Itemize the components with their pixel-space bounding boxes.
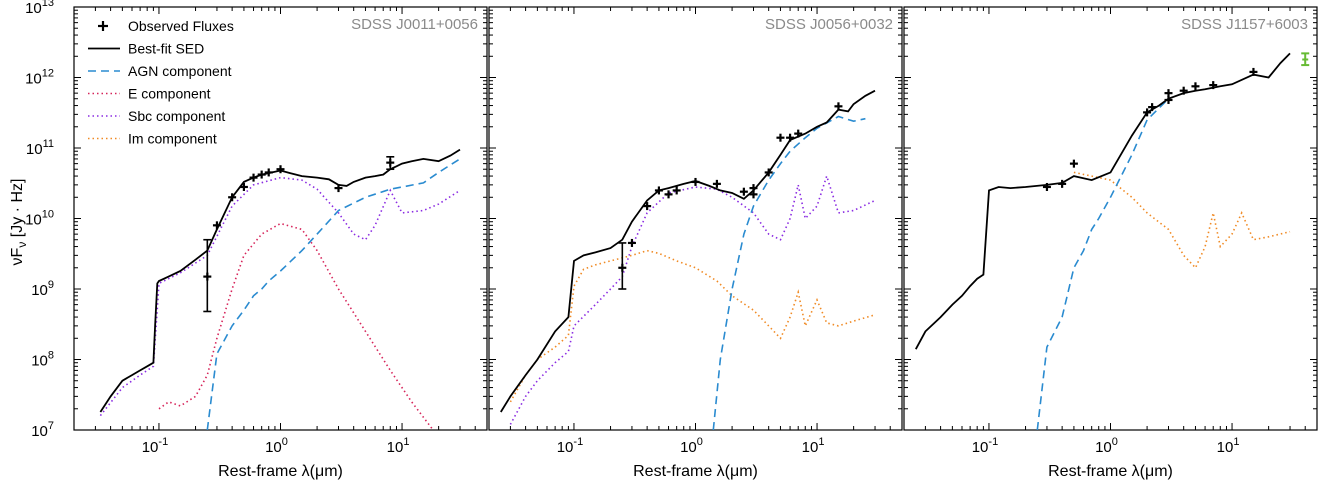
panel-2: 10-1 100 101 Rest-frame λ(μm) SDSS J0056+003… (488, 6, 903, 480)
x-tick-label: 10-1 (142, 436, 168, 456)
series-agn-component (712, 115, 866, 430)
panel-title: SDSS J0056+0032 (765, 16, 893, 33)
legend-entry: Sbc component (88, 108, 225, 124)
y-tick-label: 1011 (26, 138, 54, 158)
panels-layer: 10-1 100 101 107 108 109 1010 1011 1012 1013 Rest-… (25, 0, 1318, 480)
y-tick-label: 1012 (25, 68, 54, 88)
y-tick-label: 108 (31, 350, 54, 370)
series-e-component (158, 222, 434, 430)
x-axis-title: Rest-frame λ(μm) (1048, 463, 1173, 480)
legend-label: AGN component (128, 63, 232, 79)
legend-entry: Observed Fluxes (98, 18, 234, 34)
panel-frame (903, 6, 1318, 431)
y-tick-label: 107 (31, 420, 54, 440)
series-agn-component (206, 158, 461, 430)
x-tick-label: 100 (265, 436, 288, 456)
y-tick-label: 109 (31, 279, 54, 299)
series-im-component (509, 249, 876, 403)
y-tick-label: 1013 (25, 0, 54, 17)
series-best-fit-sed (915, 52, 1291, 350)
panel-title: SDSS J1157+6003 (1181, 16, 1308, 33)
panel-1: 10-1 100 101 107 108 109 1010 1011 1012 1013 Rest-… (25, 0, 488, 480)
series-agn-component (1036, 98, 1170, 430)
x-tick-label: 10-1 (972, 436, 998, 456)
x-tick-label: 10-1 (557, 436, 583, 456)
legend-label: Best-fit SED (128, 41, 204, 57)
legend-entry: Best-fit SED (88, 41, 204, 57)
series-sbc-component (509, 173, 876, 425)
legend-label: Sbc component (128, 108, 225, 124)
legend-entry: E component (88, 86, 211, 102)
legend-label: Im component (128, 131, 217, 147)
x-tick-label: 101 (1217, 436, 1240, 456)
x-tick-label: 101 (802, 436, 825, 456)
panel-3: 10-1 100 101 Rest-frame λ(μm) SDSS J1157+600… (903, 6, 1318, 480)
y-axis-title: νFν [Jy · Hz] (9, 179, 29, 266)
y-tick-label: 1010 (25, 209, 54, 229)
legend: Observed Fluxes Best-fit SED AGN component… (88, 18, 234, 147)
panel-frame (488, 6, 903, 431)
plot-area (500, 89, 876, 430)
series-im-component (1073, 171, 1291, 270)
series-best-fit-sed (99, 148, 461, 413)
x-axis-title: Rest-frame λ(μm) (633, 463, 758, 480)
series-best-fit-sed (500, 89, 876, 413)
legend-label: E component (128, 86, 211, 102)
plot-area (99, 148, 461, 430)
legend-label: Observed Fluxes (128, 18, 234, 34)
legend-entry: Im component (88, 131, 217, 147)
plot-area (915, 52, 1310, 430)
x-tick-label: 101 (387, 436, 410, 456)
x-tick-label: 100 (680, 436, 703, 456)
series-sbc-component (99, 176, 461, 417)
panel-title: SDSS J0011+0056 (351, 16, 478, 33)
x-tick-label: 100 (1095, 436, 1118, 456)
x-axis-title: Rest-frame λ(μm) (218, 463, 343, 480)
legend-entry: AGN component (88, 63, 232, 79)
